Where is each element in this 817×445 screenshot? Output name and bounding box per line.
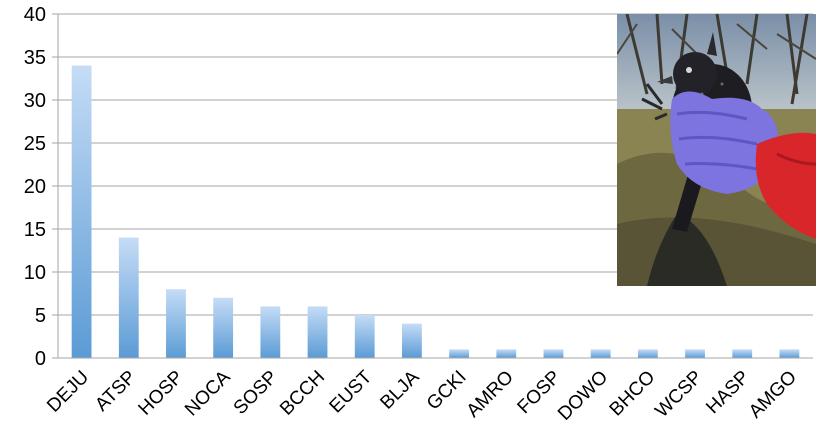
x-tick-label-dowo: DOWO xyxy=(554,367,612,425)
y-tick-label: 15 xyxy=(24,219,46,241)
x-tick-label-atsp: ATSP xyxy=(91,367,140,416)
y-tick-label: 30 xyxy=(24,90,46,112)
bar-eust xyxy=(354,315,375,358)
gridlines xyxy=(58,13,813,316)
photo-image xyxy=(617,14,816,286)
x-tick-label-eust: EUST xyxy=(326,366,377,417)
y-tick-label: 20 xyxy=(24,176,46,198)
x-tick-label-wcsp: WCSP xyxy=(651,367,706,422)
x-tick-label-sosp: SOSP xyxy=(230,367,282,419)
x-tick-label-deju: DEJU xyxy=(43,367,93,417)
bar-amgo xyxy=(779,349,800,358)
bars xyxy=(71,65,800,358)
bar-gcki xyxy=(449,349,470,358)
bar-sosp xyxy=(260,306,281,358)
y-tick-label: 35 xyxy=(24,47,46,69)
bar-deju xyxy=(71,65,92,358)
bar-hasp xyxy=(732,349,753,358)
bar-wcsp xyxy=(685,349,705,358)
x-tick-label-bhco: BHCO xyxy=(606,367,660,421)
x-tick-label-hosp: HOSP xyxy=(135,367,188,420)
x-tick-label-amgo: AMGO xyxy=(745,367,801,423)
y-tick-label: 40 xyxy=(24,4,46,26)
bar-fosp xyxy=(543,349,564,358)
bar-amro xyxy=(496,349,517,358)
y-axis-ticks: 0 5 10 15 20 25 30 35 40 xyxy=(24,4,59,370)
bar-bcch xyxy=(307,306,328,358)
bar-atsp xyxy=(118,237,139,358)
x-tick-label-noca: NOCA xyxy=(181,366,235,420)
x-tick-label-amro: AMRO xyxy=(463,367,518,422)
y-tick-label: 25 xyxy=(24,133,46,155)
x-tick-label-hasp: HASP xyxy=(702,367,753,418)
bar-blja xyxy=(401,323,422,358)
bird-in-gloved-hand-photo xyxy=(617,14,816,286)
bar-hosp xyxy=(166,289,186,358)
bar-bhco xyxy=(637,349,658,358)
x-tick-label-bcch: BCCH xyxy=(276,367,329,420)
bar-dowo xyxy=(590,349,611,358)
y-tick-label: 10 xyxy=(24,262,46,284)
y-tick-label: 0 xyxy=(35,348,46,370)
x-tick-label-blja: BLJA xyxy=(376,366,423,413)
y-tick-label: 5 xyxy=(35,305,46,327)
bar-noca xyxy=(213,297,234,358)
